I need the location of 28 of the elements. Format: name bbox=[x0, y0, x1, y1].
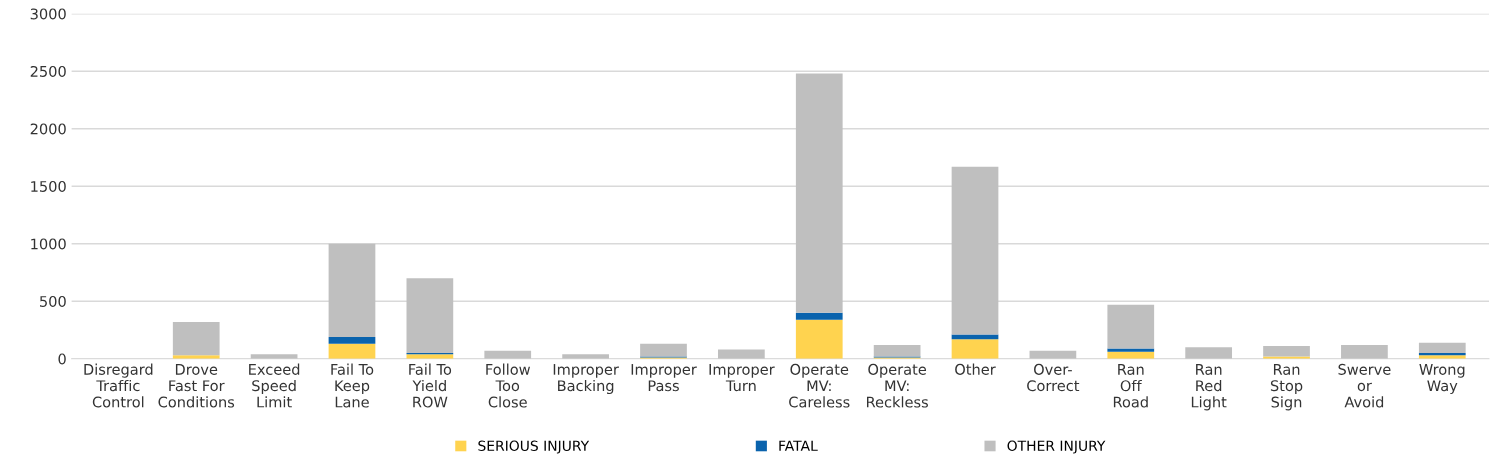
x-tick-label: Other bbox=[955, 363, 996, 375]
y-tick-label: 500 bbox=[40, 295, 66, 307]
y-tick-label: 1000 bbox=[31, 238, 66, 250]
legend-label: SERIOUS INJURY bbox=[478, 440, 590, 454]
x-tick-label: Ran Stop Sign bbox=[1270, 364, 1303, 411]
x-tick-label: Wrong Way bbox=[1419, 364, 1465, 395]
x-tick-label: Operate MV: Reckless bbox=[867, 363, 928, 408]
y-tick-label: 1500 bbox=[31, 180, 66, 192]
x-tick-label: Drove Fast For Conditions bbox=[158, 364, 235, 408]
x-tick-label: Ran Red Light bbox=[1191, 364, 1227, 411]
x-tick-label: Fail To Yield ROW bbox=[409, 363, 452, 408]
x-tick-label: Over- Correct bbox=[1027, 363, 1080, 392]
x-tick-label: Swerve or Avoid bbox=[1338, 363, 1391, 408]
x-tick-label: Operate MV: Careless bbox=[789, 363, 850, 408]
y-tick-label: 2000 bbox=[30, 123, 66, 135]
y-tick-label: 2500 bbox=[30, 65, 66, 77]
y-tick-label: 3000 bbox=[30, 8, 66, 20]
x-tick-label: Fail To Keep Lane bbox=[331, 363, 374, 408]
x-tick-label: Exceed Speed Limit bbox=[249, 363, 300, 408]
x-tick-label: Improper Backing bbox=[553, 364, 619, 395]
x-tick-label: Follow Too Close bbox=[486, 363, 530, 408]
x-tick-label: Improper Pass bbox=[631, 364, 697, 392]
legend-label: FATAL bbox=[779, 440, 818, 451]
y-tick-label: 0 bbox=[58, 353, 66, 365]
x-tick-label: Improper Turn bbox=[709, 364, 775, 392]
legend-label: OTHER INJURY bbox=[1007, 440, 1106, 454]
x-tick-label: Ran Off Road bbox=[1113, 364, 1148, 408]
x-tick-label: Disregard Traffic Control bbox=[84, 363, 153, 408]
